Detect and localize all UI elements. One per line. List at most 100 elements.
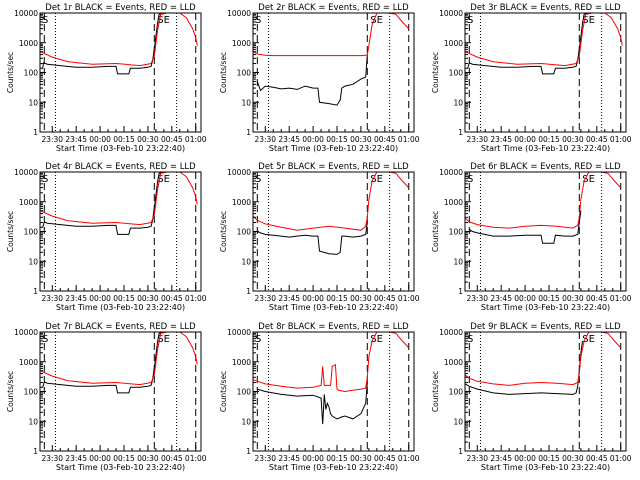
x-tick-label: 23:30 xyxy=(41,454,63,463)
y-tick-label: 100 xyxy=(449,228,464,237)
x-axis-label: Start Time (03-Feb-10 23:22:40) xyxy=(481,303,610,312)
x-tick-label: 23:30 xyxy=(254,135,276,144)
x-tick-label: 00:00 xyxy=(302,454,324,463)
y-tick-label: 100 xyxy=(449,69,464,78)
plot-frame xyxy=(464,12,627,133)
x-tick-label: 00:45 xyxy=(374,135,396,144)
x-tick-label: 23:30 xyxy=(254,294,276,303)
corner-label-s: S xyxy=(42,15,48,26)
x-tick-label: 00:30 xyxy=(350,135,372,144)
panel-det-8: Det 8r BLACK = Events, RED = LLD S SE 1 10 10… xyxy=(219,322,420,472)
panel-title: Det 2r BLACK = Events, RED = LLD xyxy=(258,3,409,13)
x-tick-label: 23:30 xyxy=(466,135,488,144)
series-lld-line xyxy=(40,172,198,226)
panel-det-6: Det 6r BLACK = Events, RED = LLD S SE 1 10 10… xyxy=(431,162,632,312)
y-tick-label: 1000 xyxy=(232,198,251,207)
x-tick-label: 23:45 xyxy=(490,454,512,463)
panel-title: Det 7r BLACK = Events, RED = LLD xyxy=(45,322,196,332)
y-tick-label: 10 xyxy=(453,98,463,107)
x-tick-label: 01:00 xyxy=(610,454,632,463)
y-axis-label: Counts/sec xyxy=(219,371,228,412)
y-tick-label: 100 xyxy=(237,388,252,397)
x-tick-label: 00:45 xyxy=(586,454,608,463)
y-tick-label: 1 xyxy=(458,447,463,456)
y-tick-label: 10 xyxy=(453,417,463,426)
corner-label-se: SE xyxy=(370,15,383,26)
y-tick-label: 100 xyxy=(449,388,464,397)
x-tick-label: 00:15 xyxy=(113,135,135,144)
series-events-line xyxy=(257,222,368,255)
panel-det-2: Det 2r BLACK = Events, RED = LLD S SE 1 10 10… xyxy=(219,3,420,153)
y-axis-label: Counts/sec xyxy=(431,211,440,252)
x-tick-label: 01:00 xyxy=(398,294,420,303)
panel-det-3: Det 3r BLACK = Events, RED = LLD S SE 1 10 10… xyxy=(431,3,632,153)
panel-det-4: Det 4r BLACK = Events, RED = LLD S SE 1 10 10… xyxy=(6,162,207,312)
x-axis-label: Start Time (03-Feb-10 23:22:40) xyxy=(269,144,398,153)
series-lld-line xyxy=(465,13,623,67)
series-lld-line xyxy=(465,332,622,386)
x-axis-label: Start Time (03-Feb-10 23:22:40) xyxy=(481,144,610,153)
plot-frame xyxy=(252,331,415,452)
corner-label-se: SE xyxy=(582,174,595,185)
x-tick-label: 00:00 xyxy=(514,294,536,303)
panel-det-7: Det 7r BLACK = Events, RED = LLD S SE 1 10 10… xyxy=(6,322,207,472)
x-axis-label: Start Time (03-Feb-10 23:22:40) xyxy=(269,303,398,312)
y-tick-label: 1 xyxy=(246,287,251,296)
x-tick-label: 00:45 xyxy=(161,135,183,144)
y-tick-label: 100 xyxy=(237,69,252,78)
corner-label-se: SE xyxy=(157,15,170,26)
y-tick-label: 10000 xyxy=(14,328,38,337)
y-axis-label: Counts/sec xyxy=(219,52,228,93)
x-tick-label: 00:30 xyxy=(350,294,372,303)
y-tick-label: 1000 xyxy=(19,358,38,367)
x-tick-label: 00:15 xyxy=(538,135,560,144)
y-tick-label: 10000 xyxy=(14,9,38,18)
y-tick-label: 10 xyxy=(241,257,251,266)
y-tick-label: 1000 xyxy=(232,358,251,367)
corner-label-se: SE xyxy=(370,334,383,345)
x-tick-label: 23:30 xyxy=(466,294,488,303)
y-tick-label: 100 xyxy=(237,228,252,237)
x-tick-label: 00:15 xyxy=(538,294,560,303)
x-tick-label: 23:30 xyxy=(254,454,276,463)
corner-label-se: SE xyxy=(370,174,383,185)
y-tick-label: 10000 xyxy=(227,328,251,337)
series-lld-line xyxy=(253,172,410,231)
series-events-line xyxy=(40,13,163,75)
series-events-line xyxy=(40,332,163,394)
x-tick-label: 00:00 xyxy=(89,294,111,303)
x-axis-label: Start Time (03-Feb-10 23:22:40) xyxy=(56,303,185,312)
x-tick-label: 01:00 xyxy=(185,454,207,463)
y-axis-label: Counts/sec xyxy=(6,211,15,252)
series-lld-line xyxy=(465,172,622,229)
plot-frame xyxy=(39,331,202,452)
y-tick-label: 1 xyxy=(458,128,463,137)
corner-label-s: S xyxy=(42,334,48,345)
y-axis-label: Counts/sec xyxy=(431,371,440,412)
y-tick-label: 100 xyxy=(24,69,39,78)
corner-label-s: S xyxy=(255,334,261,345)
y-tick-label: 10 xyxy=(28,417,38,426)
y-tick-label: 1000 xyxy=(232,39,251,48)
panel-title: Det 1r BLACK = Events, RED = LLD xyxy=(45,3,196,13)
x-axis-label: Start Time (03-Feb-10 23:22:40) xyxy=(269,463,398,472)
x-tick-label: 00:00 xyxy=(302,294,324,303)
x-tick-label: 01:00 xyxy=(610,135,632,144)
y-tick-label: 10000 xyxy=(227,9,251,18)
panel-title: Det 9r BLACK = Events, RED = LLD xyxy=(470,322,621,332)
y-tick-label: 1000 xyxy=(444,39,463,48)
x-tick-label: 00:45 xyxy=(161,294,183,303)
plot-frame xyxy=(464,171,627,292)
x-tick-label: 23:45 xyxy=(278,294,300,303)
panel-title: Det 3r BLACK = Events, RED = LLD xyxy=(470,3,621,13)
x-axis-label: Start Time (03-Feb-10 23:22:40) xyxy=(56,144,185,153)
y-tick-label: 10000 xyxy=(439,168,463,177)
x-tick-label: 23:30 xyxy=(466,454,488,463)
x-tick-label: 23:45 xyxy=(65,454,87,463)
x-tick-label: 00:00 xyxy=(89,454,111,463)
x-tick-label: 23:45 xyxy=(65,135,87,144)
panel-det-1: Det 1r BLACK = Events, RED = LLD S SE 1 10 10… xyxy=(6,3,207,153)
corner-label-se: SE xyxy=(582,334,595,345)
series-events-line xyxy=(469,210,582,244)
